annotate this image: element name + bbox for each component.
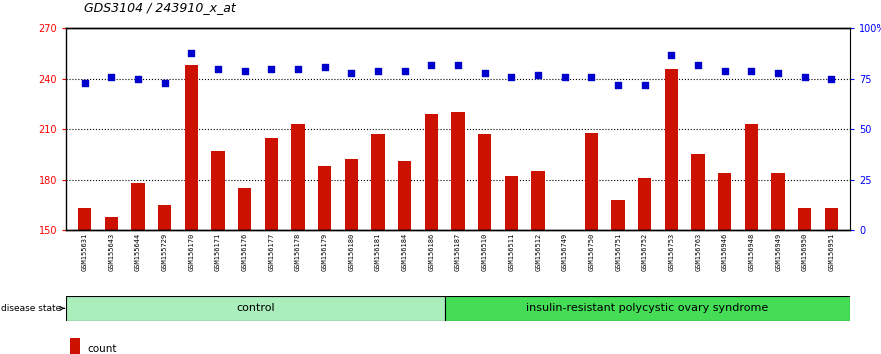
Bar [425, 114, 438, 230]
Bar [211, 151, 225, 230]
Bar [744, 124, 759, 230]
Bar [158, 205, 172, 230]
Bar [718, 173, 731, 230]
Bar [772, 173, 785, 230]
Point [238, 68, 252, 74]
Text: GDS3104 / 243910_x_at: GDS3104 / 243910_x_at [84, 1, 235, 14]
Text: insulin-resistant polycystic ovary syndrome: insulin-resistant polycystic ovary syndr… [526, 303, 768, 313]
Bar [105, 217, 118, 230]
Point [184, 50, 198, 55]
Bar [344, 160, 358, 230]
Text: disease state: disease state [2, 304, 64, 313]
Point [798, 74, 812, 80]
Bar [665, 69, 678, 230]
Point [264, 66, 278, 72]
Point [318, 64, 332, 69]
Bar [825, 208, 838, 230]
Point [584, 74, 598, 80]
Point [104, 74, 118, 80]
Bar [638, 178, 651, 230]
Point [371, 68, 385, 74]
Point [397, 68, 411, 74]
Bar [505, 176, 518, 230]
Point [291, 66, 305, 72]
Bar [451, 113, 465, 230]
Bar [478, 134, 492, 230]
Bar [131, 183, 144, 230]
Bar [66, 296, 445, 321]
Text: control: control [236, 303, 275, 313]
Point [744, 68, 759, 74]
Bar [292, 124, 305, 230]
Point [211, 66, 226, 72]
Point [611, 82, 626, 88]
Bar [798, 208, 811, 230]
Point [425, 62, 439, 68]
Bar [238, 188, 251, 230]
Point [478, 70, 492, 75]
Point [505, 74, 519, 80]
Bar [265, 138, 278, 230]
Bar [372, 134, 385, 230]
Bar [398, 161, 411, 230]
Point [638, 82, 652, 88]
Bar [611, 200, 625, 230]
Point [158, 80, 172, 86]
Point [131, 76, 145, 81]
Bar [78, 208, 92, 230]
Point [558, 74, 572, 80]
Bar [585, 133, 598, 230]
Point [825, 76, 839, 81]
Bar [70, 338, 80, 354]
Point [78, 80, 92, 86]
Point [664, 52, 678, 57]
Bar [185, 65, 198, 230]
Point [531, 72, 545, 78]
Bar [531, 171, 544, 230]
Point [344, 70, 359, 75]
Bar [445, 296, 850, 321]
Point [771, 70, 785, 75]
Text: count: count [87, 343, 116, 354]
Point [691, 62, 705, 68]
Point [718, 68, 732, 74]
Bar [692, 154, 705, 230]
Point [451, 62, 465, 68]
Bar [318, 166, 331, 230]
